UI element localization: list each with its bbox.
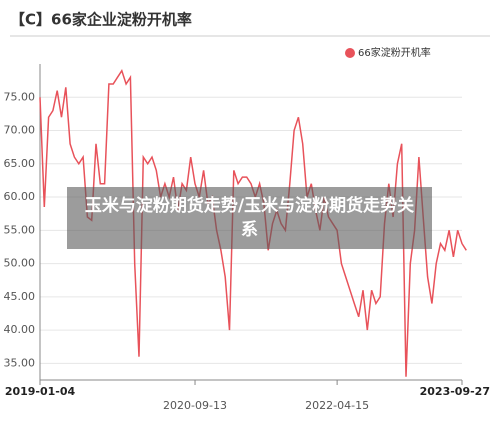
y-tick-label: 35.00 xyxy=(4,356,36,369)
y-tick-label: 55.00 xyxy=(4,223,36,236)
y-tick-label: 40.00 xyxy=(4,323,36,336)
y-tick-label: 50.00 xyxy=(4,257,36,270)
y-tick-label: 45.00 xyxy=(4,290,36,303)
legend-marker xyxy=(345,48,355,58)
overlay-banner: 玉米与淀粉期货走势/玉米与淀粉期货走势关系 xyxy=(67,187,432,249)
y-tick-label: 70.00 xyxy=(4,124,36,137)
chart-title: 【C】66家企业淀粉开机率 xyxy=(10,11,192,29)
x-tick-label: 2023-09-27 xyxy=(420,385,490,398)
y-tick-label: 75.00 xyxy=(4,90,36,103)
y-tick-label: 60.00 xyxy=(4,190,36,203)
x-tick-label: 2020-09-13 xyxy=(163,399,227,412)
x-tick-label: 2019-01-04 xyxy=(5,385,76,398)
x-tick-label: 2022-04-15 xyxy=(305,399,369,412)
legend-label: 66家淀粉开机率 xyxy=(358,46,431,59)
y-tick-label: 65.00 xyxy=(4,157,36,170)
